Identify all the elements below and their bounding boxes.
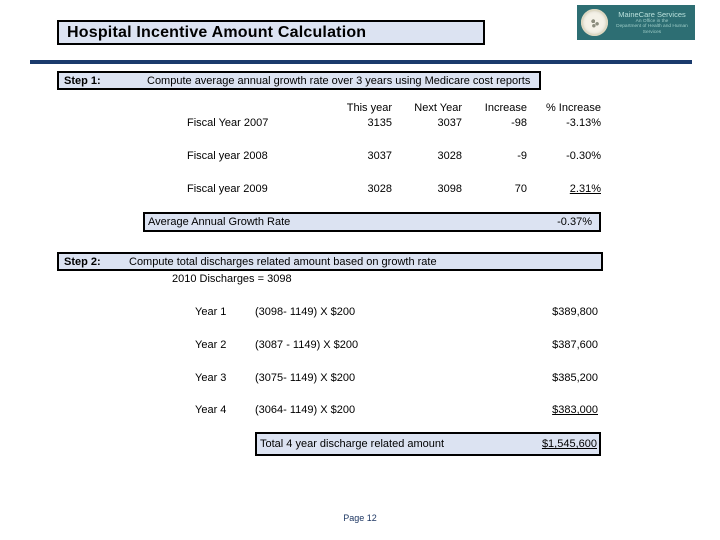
- average-growth-rate-label: Average Annual Growth Rate: [148, 216, 291, 228]
- row-next-year: 3037: [437, 117, 462, 129]
- row-next-year: 3028: [437, 150, 462, 162]
- step1-description: Compute average annual growth rate over …: [147, 74, 531, 87]
- row-increase: -98: [511, 117, 527, 129]
- row-increase: -9: [517, 150, 527, 162]
- step2-description: Compute total discharges related amount …: [129, 255, 437, 268]
- table-header-row: This year Next Year Increase % Increase: [0, 102, 720, 116]
- table-row: Fiscal year 2009 3028 3098 70 2.31%: [0, 183, 720, 197]
- header-divider: [30, 60, 692, 64]
- year-formula: (3087 - 1149) X $200: [255, 339, 359, 351]
- row-pct-increase: -3.13%: [566, 117, 601, 129]
- mainecare-logo: MaineCare Services An Office in the Depa…: [577, 5, 695, 40]
- col-header-pct-increase: % Increase: [545, 102, 601, 114]
- total-amount: $1,545,600: [541, 438, 597, 450]
- year-row: Year 1 (3098- 1149) X $200 $389,800: [0, 306, 720, 320]
- year-amount: $385,200: [552, 372, 598, 384]
- discharges-2010-line: 2010 Discharges = 3098: [172, 273, 292, 285]
- year-row: Year 3 (3075- 1149) X $200 $385,200: [0, 372, 720, 386]
- row-pct-increase: 2.31%: [569, 183, 601, 195]
- year-label: Year 2: [195, 339, 227, 351]
- page-number: Page 12: [343, 513, 377, 523]
- row-pct-increase: -0.30%: [566, 150, 601, 162]
- year-row: Year 2 (3087 - 1149) X $200 $387,600: [0, 339, 720, 353]
- step1-label: Step 1:: [64, 74, 101, 87]
- col-header-increase: Increase: [484, 102, 527, 114]
- row-next-year: 3098: [437, 183, 462, 195]
- average-growth-rate-box: Average Annual Growth Rate -0.37%: [143, 212, 601, 232]
- year-amount: $387,600: [552, 339, 598, 351]
- total-discharge-amount-box: Total 4 year discharge related amount $1…: [255, 432, 601, 456]
- row-this-year: 3037: [367, 150, 392, 162]
- row-label: Fiscal year 2008: [187, 150, 268, 162]
- step2-label: Step 2:: [64, 255, 101, 268]
- year-label: Year 4: [195, 404, 227, 416]
- year-formula: (3075- 1149) X $200: [255, 372, 356, 384]
- logo-text: MaineCare Services An Office in the Depa…: [611, 5, 693, 40]
- step2-header-box: Step 2: Compute total discharges related…: [57, 252, 603, 271]
- year-row: Year 4 (3064- 1149) X $200 $383,000: [0, 404, 720, 418]
- step1-header-box: Step 1: Compute average annual growth ra…: [57, 71, 541, 90]
- table-row: Fiscal year 2008 3037 3028 -9 -0.30%: [0, 150, 720, 164]
- slide-title: Hospital Incentive Amount Calculation: [67, 23, 367, 41]
- row-label: Fiscal Year 2007: [187, 117, 269, 129]
- year-formula: (3098- 1149) X $200: [255, 306, 356, 318]
- row-this-year: 3135: [367, 117, 392, 129]
- year-formula: (3064- 1149) X $200: [255, 404, 356, 416]
- total-label: Total 4 year discharge related amount: [260, 438, 445, 450]
- row-label: Fiscal year 2009: [187, 183, 268, 195]
- logo-subtitle-1: An Office in the: [635, 18, 669, 24]
- slide-title-box: Hospital Incentive Amount Calculation: [57, 20, 485, 45]
- logo-org-name: MaineCare Services: [618, 9, 686, 19]
- year-amount: $383,000: [552, 404, 598, 416]
- col-header-this-year: This year: [346, 102, 392, 114]
- col-header-next-year: Next Year: [414, 102, 462, 114]
- state-seal-icon: [581, 9, 608, 36]
- row-increase: 70: [514, 183, 527, 195]
- row-this-year: 3028: [367, 183, 392, 195]
- average-growth-rate-value: -0.37%: [557, 216, 592, 228]
- year-label: Year 3: [195, 372, 227, 384]
- year-label: Year 1: [195, 306, 227, 318]
- year-amount: $389,800: [552, 306, 598, 318]
- logo-subtitle-2: Department of Health and Human Services: [616, 24, 688, 35]
- table-row: Fiscal Year 2007 3135 3037 -98 -3.13%: [0, 117, 720, 131]
